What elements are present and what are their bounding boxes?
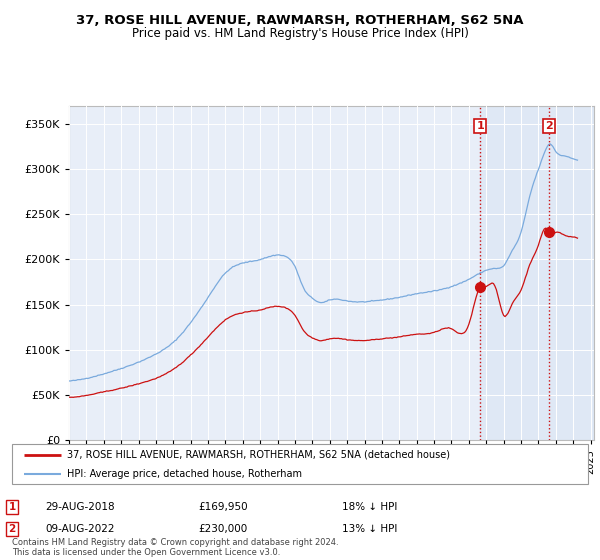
Bar (481, 106, 594, 440)
Text: 2: 2 (8, 524, 16, 534)
Text: 13% ↓ HPI: 13% ↓ HPI (342, 524, 397, 534)
Text: 1: 1 (476, 122, 484, 132)
Text: 18% ↓ HPI: 18% ↓ HPI (342, 502, 397, 512)
Text: Price paid vs. HM Land Registry's House Price Index (HPI): Price paid vs. HM Land Registry's House … (131, 27, 469, 40)
Text: 29-AUG-2018: 29-AUG-2018 (45, 502, 115, 512)
Text: £230,000: £230,000 (198, 524, 247, 534)
Text: 37, ROSE HILL AVENUE, RAWMARSH, ROTHERHAM, S62 5NA: 37, ROSE HILL AVENUE, RAWMARSH, ROTHERHA… (76, 14, 524, 27)
Text: HPI: Average price, detached house, Rotherham: HPI: Average price, detached house, Roth… (67, 469, 302, 478)
Text: 1: 1 (8, 502, 16, 512)
Text: 37, ROSE HILL AVENUE, RAWMARSH, ROTHERHAM, S62 5NA (detached house): 37, ROSE HILL AVENUE, RAWMARSH, ROTHERHA… (67, 450, 450, 460)
Text: Contains HM Land Registry data © Crown copyright and database right 2024.
This d: Contains HM Land Registry data © Crown c… (12, 538, 338, 557)
Text: 09-AUG-2022: 09-AUG-2022 (45, 524, 115, 534)
Text: £169,950: £169,950 (198, 502, 248, 512)
Text: 2: 2 (545, 122, 553, 132)
